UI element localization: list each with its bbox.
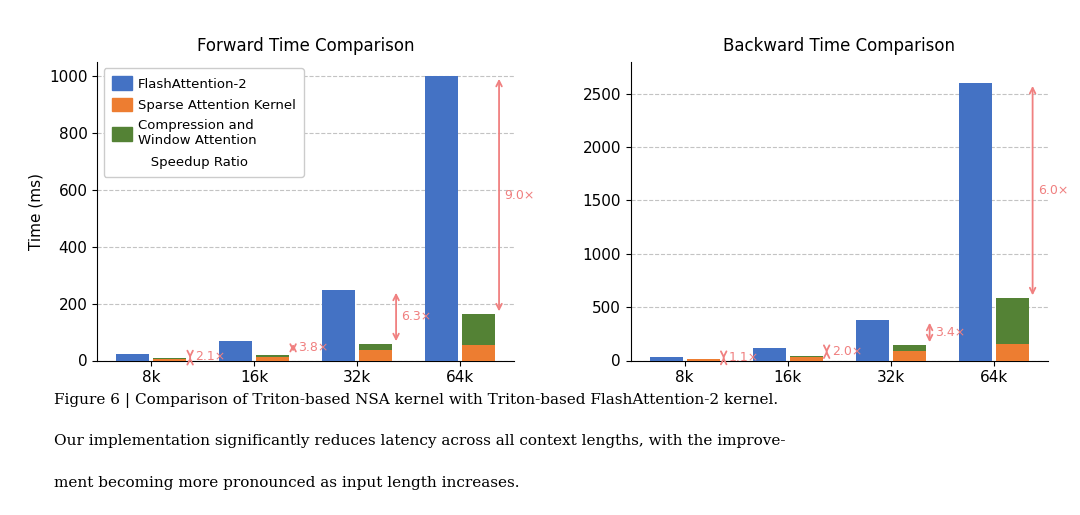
Bar [687,359,719,360]
Bar [996,344,1028,360]
Bar [996,298,1028,344]
Text: 6.0×: 6.0× [1038,184,1068,197]
Bar [893,351,926,360]
Text: Our implementation significantly reduces latency across all context lengths, wit: Our implementation significantly reduces… [54,435,785,449]
Bar [153,358,186,359]
Text: 9.0×: 9.0× [504,188,535,201]
Bar [117,354,149,360]
Bar [256,357,289,360]
Bar [360,350,392,360]
Y-axis label: Time (ms): Time (ms) [28,173,43,250]
Text: 2.0×: 2.0× [832,345,862,358]
Bar [462,345,495,360]
Bar [789,357,823,360]
Legend: FlashAttention-2, Sparse Attention Kernel, Compression and
Window Attention,    : FlashAttention-2, Sparse Attention Kerne… [104,68,303,177]
Text: 2.1×: 2.1× [195,350,226,363]
Text: 3.4×: 3.4× [935,326,966,339]
Text: 1.1×: 1.1× [729,351,759,364]
Bar [855,320,889,360]
Text: 6.3×: 6.3× [402,311,432,323]
Title: Backward Time Comparison: Backward Time Comparison [724,37,955,55]
Bar [893,345,926,351]
Bar [650,357,683,360]
Bar [462,314,495,345]
Bar [753,348,785,360]
Title: Forward Time Comparison: Forward Time Comparison [197,37,415,55]
Bar [153,359,186,360]
Bar [219,341,252,360]
Bar [322,290,355,360]
Text: 9.0×: 9.0× [138,156,171,169]
Bar [426,76,458,360]
Text: Figure 6 | Comparison of Triton-based NSA kernel with Triton-based FlashAttentio: Figure 6 | Comparison of Triton-based NS… [54,393,778,408]
Text: 3.8×: 3.8× [298,341,328,354]
Bar [959,83,991,360]
Text: ment becoming more pronounced as input length increases.: ment becoming more pronounced as input l… [54,476,519,490]
Bar [360,344,392,350]
Bar [256,354,289,357]
Bar [789,356,823,357]
